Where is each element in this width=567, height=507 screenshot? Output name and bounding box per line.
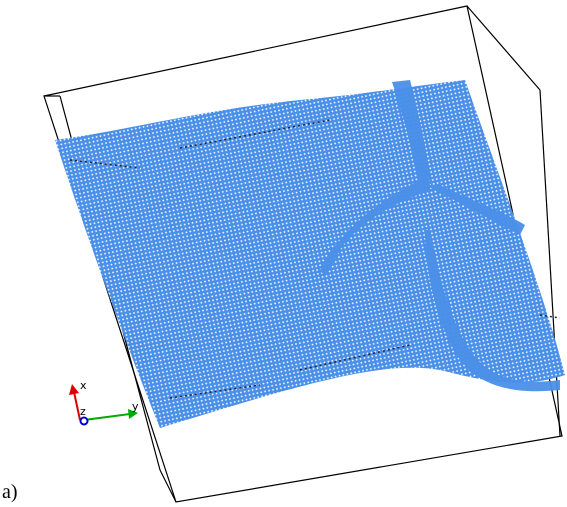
y-axis-label: y: [132, 400, 139, 413]
panel-label: a): [2, 481, 18, 503]
axis-triad: x y z: [69, 379, 139, 425]
z-axis-label: z: [80, 405, 86, 418]
x-axis-label: x: [80, 379, 87, 392]
figure: x y z a): [0, 0, 567, 507]
